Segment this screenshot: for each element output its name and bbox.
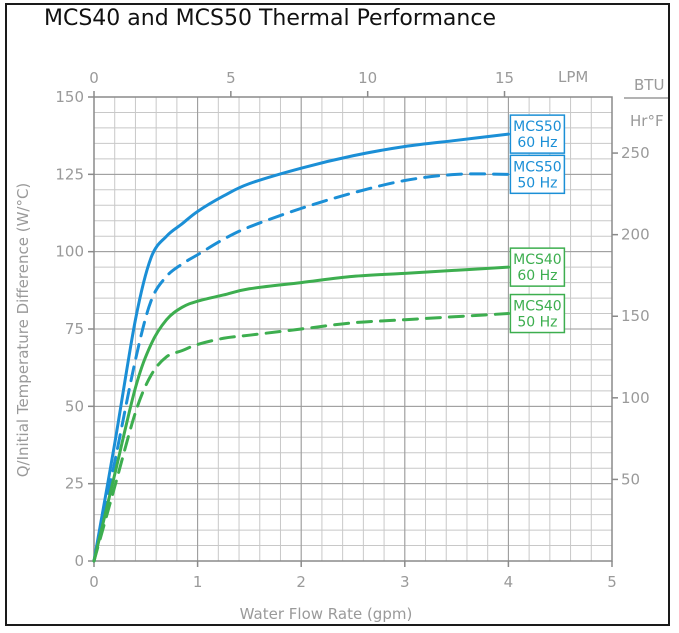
x-axis-label: Water Flow Rate (gpm) (240, 605, 413, 623)
right-axis-unit-top: BTU (634, 76, 664, 94)
x-tick-label: 3 (400, 573, 410, 591)
y-tick-label: 75 (65, 320, 84, 338)
right-axis-unit-bottom: Hr°F (630, 112, 664, 130)
top-tick-label: 15 (495, 69, 514, 87)
y-tick-label: 100 (55, 243, 84, 261)
chart-title: MCS40 and MCS50 Thermal Performance (44, 6, 496, 31)
series-label-box-mcs40-60-hz (509, 247, 566, 287)
right-tick-label: 200 (621, 226, 650, 244)
y-tick-label: 125 (55, 165, 84, 183)
top-tick-label: 5 (226, 69, 236, 87)
y-tick-label: 25 (65, 475, 84, 493)
series-label-line1: MCS50 (513, 119, 562, 135)
series-line-mcs40-60-hz (92, 265, 510, 563)
top-axis-unit: LPM (558, 68, 588, 86)
series-line-mcs40-50-hz (92, 312, 510, 563)
right-tick-label: 150 (621, 307, 650, 325)
series-label-line2: 50 Hz (517, 315, 557, 331)
right-tick-label: 100 (621, 389, 650, 407)
series-label-line1: MCS40 (513, 252, 562, 268)
y-tick-label: 150 (55, 88, 84, 106)
right-tick-label: 250 (621, 144, 650, 162)
series-label-line2: 60 Hz (517, 268, 557, 284)
top-tick-label: 10 (358, 69, 377, 87)
x-tick-label: 5 (607, 573, 617, 591)
series-label-line1: MCS50 (513, 159, 562, 175)
series-line-mcs50-60-hz (92, 132, 510, 563)
right-tick-label: 50 (621, 470, 640, 488)
series-label-line1: MCS40 (513, 299, 562, 315)
series-label-box-mcs40-50-hz (509, 293, 566, 334)
series-line-mcs50-50-hz (92, 172, 510, 563)
y-tick-label: 0 (74, 552, 84, 570)
series-label-box-mcs50-50-hz (509, 154, 566, 195)
x-tick-label: 4 (504, 573, 514, 591)
top-tick-label: 0 (89, 69, 99, 87)
series-label-line2: 50 Hz (517, 175, 557, 191)
y-axis-label: Q/Initial Temperature Difference (W/°C) (14, 183, 32, 478)
x-tick-label: 1 (193, 573, 203, 591)
y-tick-label: 50 (65, 397, 84, 415)
x-tick-label: 2 (296, 573, 306, 591)
series-label-line2: 60 Hz (517, 135, 557, 151)
series-label-box-mcs50-60-hz (509, 114, 566, 154)
x-tick-label: 0 (89, 573, 99, 591)
